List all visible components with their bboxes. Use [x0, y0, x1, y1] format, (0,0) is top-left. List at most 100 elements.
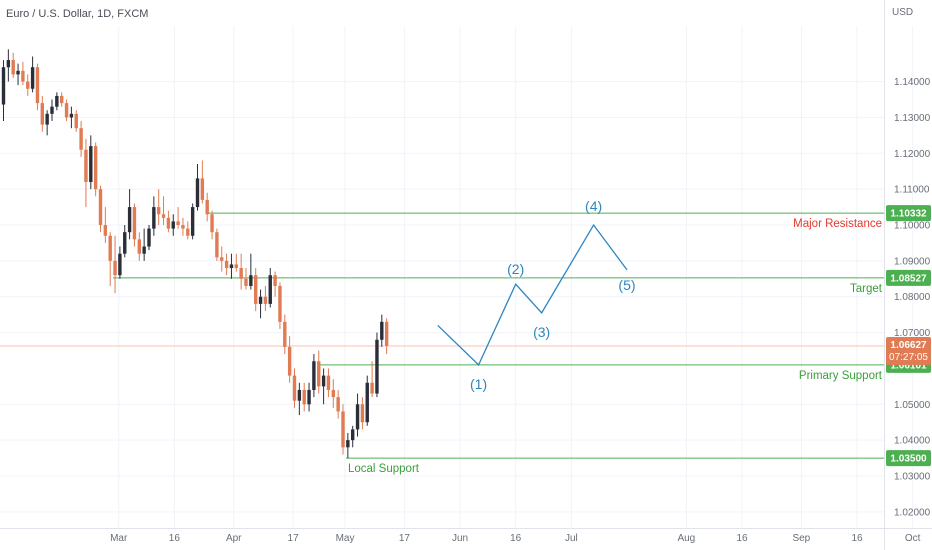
- candle: [171, 214, 175, 236]
- candle: [312, 354, 316, 398]
- candle: [166, 210, 171, 233]
- level-price-tag: 1.08527: [886, 269, 931, 286]
- time-tick-label: Sep: [792, 533, 810, 544]
- svg-text:1.10332: 1.10332: [890, 209, 927, 220]
- svg-text:1.03500: 1.03500: [890, 454, 927, 465]
- wave-label: (3): [533, 324, 550, 340]
- candle: [365, 375, 369, 426]
- price-axis[interactable]: 1.14000 1.13000 1.12000 1.11000 1.10000 1.090…: [894, 77, 931, 518]
- svg-text:1.08527: 1.08527: [890, 273, 927, 284]
- candle: [152, 196, 156, 236]
- candle: [142, 228, 146, 261]
- candle: [258, 289, 263, 319]
- elliott-wave-projection[interactable]: [437, 223, 628, 366]
- candle: [6, 49, 11, 82]
- candle: [234, 253, 238, 272]
- candle: [302, 382, 306, 412]
- candle: [268, 268, 272, 308]
- candle: [283, 314, 287, 355]
- price-tick-label: 1.08000: [894, 292, 931, 303]
- candle: [355, 393, 360, 437]
- candle: [60, 92, 64, 107]
- candle: [74, 110, 78, 132]
- candle: [176, 207, 180, 229]
- candle: [147, 225, 151, 251]
- price-tick-label: 1.09000: [894, 256, 931, 267]
- time-tick-label: Jun: [452, 533, 468, 544]
- time-axis[interactable]: Mar 16 Apr 17 May 17 Jun 16 Jul Aug 16 Sep 16 Oct: [110, 533, 921, 544]
- candle: [69, 106, 74, 129]
- candle: [375, 332, 379, 398]
- candle: [307, 382, 311, 412]
- price-tick-label: 1.11000: [894, 185, 930, 196]
- candle: [181, 217, 185, 236]
- candle: [16, 63, 20, 86]
- time-tick-label: May: [336, 533, 355, 544]
- candle: [341, 404, 345, 455]
- level-label: Target: [850, 283, 883, 295]
- candle: [321, 368, 326, 405]
- candle: [161, 196, 166, 226]
- level-price-tag: 1.10332: [886, 205, 931, 222]
- candle: [79, 121, 83, 157]
- candle: [254, 268, 258, 312]
- candle: [45, 110, 49, 136]
- wave-label: (1): [470, 376, 487, 392]
- candle: [210, 210, 214, 240]
- candle: [297, 382, 302, 416]
- wave-label: (5): [618, 277, 635, 293]
- candle: [331, 379, 335, 408]
- candle: [132, 203, 137, 247]
- candle: [346, 432, 350, 459]
- candle: [336, 389, 340, 419]
- candle: [186, 221, 190, 240]
- chart-title: Euro / U.S. Dollar, 1D, FXCM: [6, 8, 148, 20]
- price-tick-label: 1.12000: [894, 149, 931, 160]
- price-tick-label: 1.05000: [894, 400, 931, 411]
- time-tick-label: 16: [169, 533, 181, 544]
- candle: [190, 203, 195, 240]
- level-label: Primary Support: [799, 370, 883, 382]
- candle: [21, 61, 25, 86]
- level-price-tag: 1.03500: [886, 450, 931, 467]
- time-tick-label: Jul: [565, 533, 578, 544]
- candle: [326, 368, 331, 398]
- level-label: Major Resistance: [793, 218, 882, 230]
- candle: [244, 268, 248, 290]
- time-tick-label: Aug: [677, 533, 695, 544]
- candle: [229, 253, 234, 279]
- candle: [317, 350, 321, 394]
- candle: [287, 336, 292, 383]
- wave-label: (4): [585, 198, 602, 214]
- candle: [103, 207, 108, 243]
- candle: [40, 95, 44, 132]
- price-tick-label: 1.13000: [894, 113, 931, 124]
- wave-label: (2): [507, 261, 524, 277]
- svg-text:07:27:05: 07:27:05: [889, 352, 928, 363]
- price-tick-label: 1.02000: [894, 507, 931, 518]
- grid-lines: [0, 26, 914, 528]
- candle: [26, 74, 30, 96]
- time-tick-label: Mar: [110, 533, 128, 544]
- candlestick-series: [1, 49, 389, 459]
- price-tags: 1.10332 1.08527 1.06101 1.03500 1.0662707:27…: [886, 205, 931, 467]
- price-tick-label: 1.04000: [894, 436, 931, 447]
- level-label: Local Support: [348, 463, 420, 475]
- candle: [249, 253, 253, 290]
- candle: [11, 52, 15, 78]
- time-tick-label: 16: [851, 533, 863, 544]
- time-tick-label: Oct: [905, 533, 921, 544]
- candle: [278, 282, 282, 329]
- candle: [380, 314, 384, 347]
- price-tick-label: 1.07000: [894, 328, 931, 339]
- candle: [205, 192, 209, 222]
- candle: [215, 228, 219, 261]
- currency-label: USD: [892, 7, 913, 18]
- candle: [55, 92, 59, 111]
- wave-labels: (1) (2) (3) (4) (5): [470, 198, 636, 392]
- candle: [123, 225, 127, 258]
- price-tick-label: 1.14000: [894, 77, 931, 88]
- candle: [239, 253, 243, 290]
- svg-text:1.06627: 1.06627: [890, 340, 927, 351]
